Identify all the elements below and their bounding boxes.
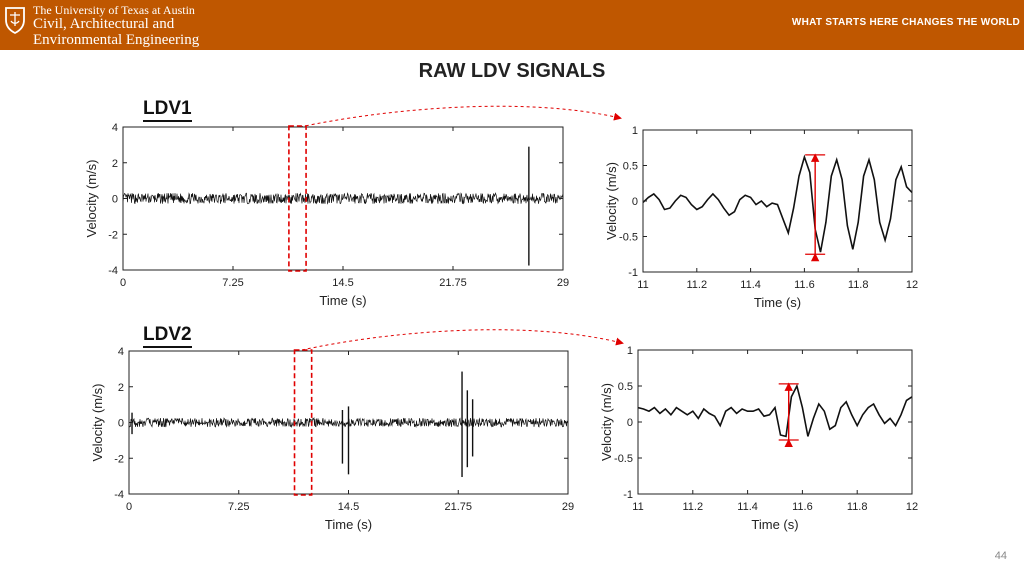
ldv2-zoom-chart: [637, 349, 913, 495]
ldv1-zoom-xtick-label: 11.6: [794, 279, 815, 291]
ldv1-xtick-label: 0: [120, 277, 126, 289]
ldv1-zoom-ylabel: Velocity (m/s): [604, 162, 619, 240]
ldv1-ytick-label: 0: [112, 194, 118, 206]
ldv2-zoom-ytick-label: 0: [627, 417, 633, 429]
ldv1-zoom-xtick-label: 11: [637, 279, 648, 291]
department-line-2: Environmental Engineering: [33, 32, 200, 48]
ldv1-zoom-xlabel: Time (s): [754, 295, 801, 310]
ldv2-zoom-ytick-label: -0.5: [614, 453, 633, 465]
ldv2-zoom-xtick-label: 11.4: [737, 501, 758, 513]
ldv2-label: LDV2: [143, 324, 192, 348]
ldv1-zoom-ytick-label: 0: [632, 196, 638, 208]
ldv1-zoom-ytick-label: 0.5: [623, 161, 638, 173]
ldv1-highlight-window: [288, 125, 307, 272]
ldv1-xtick-label: 21.75: [439, 277, 467, 289]
ldv2-zoom-axes-box: [637, 349, 913, 495]
slide-title: RAW LDV SIGNALS: [418, 60, 606, 82]
ldv2-highlight-window: [293, 349, 313, 496]
ldv1-xtick-label: 7.25: [222, 277, 243, 289]
ldv2-zoom-xtick-label: 11: [632, 501, 643, 513]
ldv2-ylabel: Velocity (m/s): [90, 383, 105, 461]
ldv2-ytick-label: 0: [118, 418, 124, 430]
ldv2-zoom-ytick-label: -1: [623, 489, 633, 501]
ldv1-zoom-ytick-label: 1: [632, 125, 638, 137]
ldv2-xtick-label: 14.5: [338, 501, 359, 513]
ldv1-ytick-label: 2: [112, 158, 118, 170]
ldv1-ylabel: Velocity (m/s): [84, 159, 99, 237]
tagline: WHAT STARTS HERE CHANGES THE WORLD: [791, 17, 1020, 28]
ldv2-xtick-label: 29: [562, 501, 574, 513]
ldv2-ytick-label: 2: [118, 382, 124, 394]
header-bar: The University of Texas at Austin Civil,…: [0, 0, 1024, 50]
ldv1-zoom-axes-box: [642, 129, 913, 273]
department-line-1: Civil, Architectural and: [33, 16, 175, 32]
ldv2-zoom-ylabel: Velocity (m/s): [599, 383, 614, 461]
ldv1-zoom-ytick-label: -0.5: [619, 232, 638, 244]
ldv2-zoom-xtick-label: 12: [906, 501, 918, 513]
ldv2-chart: [128, 349, 569, 496]
university-name: The University of Texas at Austin: [33, 3, 195, 17]
ldv1-xtick-label: 29: [557, 277, 569, 289]
ldv2-xtick-label: 0: [126, 501, 132, 513]
ldv2-xtick-label: 21.75: [444, 501, 472, 513]
ldv1-zoom-xtick-label: 12: [906, 279, 918, 291]
ldv1-xtick-label: 14.5: [332, 277, 353, 289]
ldv1-label: LDV1: [143, 98, 192, 122]
zoom-connector-ldv2: [301, 329, 624, 351]
ldv2-ytick-label: 4: [118, 346, 124, 358]
ldv2-zoom-ytick-label: 1: [627, 345, 633, 357]
ldv2-xtick-label: 7.25: [228, 501, 249, 513]
ldv1-ytick-label: -2: [108, 229, 118, 241]
zoom-connector-ldv1: [299, 105, 622, 128]
ldv1-chart: [122, 125, 564, 272]
ldv2-zoom-xlabel: Time (s): [751, 517, 798, 532]
ldv1-zoom-xtick-label: 11.2: [687, 279, 708, 291]
ldv1-zoom-ytick-label: -1: [628, 267, 638, 279]
ldv1-ytick-label: -4: [108, 265, 118, 277]
ldv1-zoom-xtick-label: 11.8: [848, 279, 869, 291]
ldv1-zoom-chart: [642, 129, 913, 273]
ldv2-zoom-xtick-label: 11.2: [683, 501, 704, 513]
ldv1-zoom-signal-line: [642, 154, 913, 253]
ldv1-zoom-xtick-label: 11.4: [740, 279, 761, 291]
ldv2-zoom-xtick-label: 11.6: [792, 501, 813, 513]
ldv2-ytick-label: -2: [114, 453, 124, 465]
ldv2-xlabel: Time (s): [325, 517, 372, 532]
ldv2-zoom-ytick-label: 0.5: [618, 381, 633, 393]
department-name: Civil, Architectural and Environmental E…: [33, 16, 199, 48]
ldv1-ytick-label: 4: [112, 122, 118, 134]
ldv1-xlabel: Time (s): [319, 293, 366, 308]
ut-seal-icon: [5, 7, 25, 34]
ldv2-zoom-xtick-label: 11.8: [847, 501, 868, 513]
page-number: 44: [994, 550, 1007, 562]
ldv2-ytick-label: -4: [114, 489, 124, 501]
ldv2-zoom-signal-line: [637, 383, 913, 438]
ldv1-signal-line: [122, 192, 564, 205]
